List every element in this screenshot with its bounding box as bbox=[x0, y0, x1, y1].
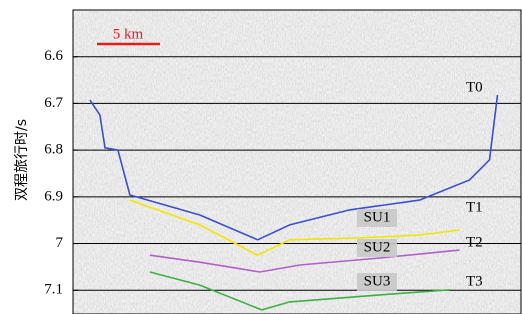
annotation: SU3 bbox=[364, 273, 391, 289]
legend-label: T2 bbox=[466, 234, 483, 250]
y-tick-label: 7.1 bbox=[44, 282, 63, 298]
y-tick-label: 7 bbox=[56, 235, 64, 251]
y-tick-label: 6.8 bbox=[44, 142, 63, 158]
annotation: SU2 bbox=[364, 239, 391, 255]
y-tick-label: 6.7 bbox=[44, 95, 63, 111]
y-tick-label: 6.6 bbox=[44, 48, 63, 64]
annotation: SU1 bbox=[364, 209, 391, 225]
y-tick-label: 6.9 bbox=[44, 188, 63, 204]
seismic-texture bbox=[73, 10, 521, 314]
legend-label: T1 bbox=[466, 199, 483, 215]
legend-label: T0 bbox=[466, 79, 483, 95]
chart: 双程旅行时/s 5 km 6.6 6.7 6.8 6.9 7 7.1 T0 T1 T2 T3 SU1… bbox=[0, 0, 523, 314]
scale-bar-label: 5 km bbox=[113, 26, 144, 42]
legend-label: T3 bbox=[466, 273, 483, 289]
y-axis-label: 双程旅行时/s bbox=[14, 119, 30, 201]
